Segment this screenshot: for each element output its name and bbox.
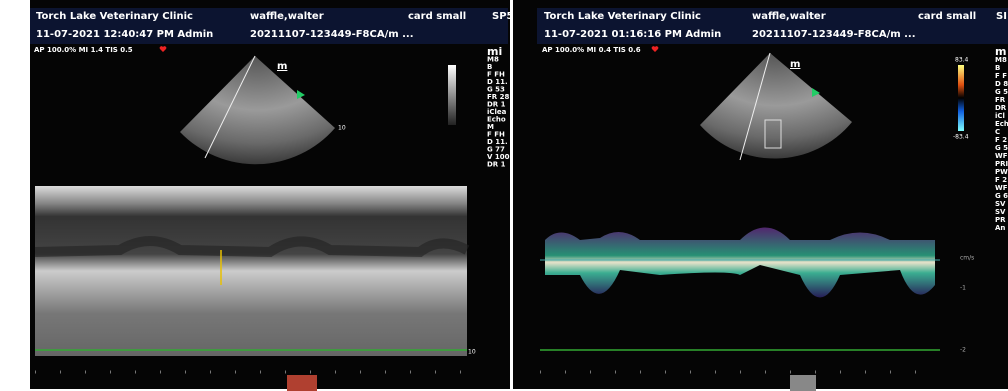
param: mi xyxy=(487,45,502,58)
cursor-line xyxy=(739,52,771,161)
probe: SI xyxy=(996,11,1007,22)
param: G 5 xyxy=(995,88,1008,96)
param: FR 28 xyxy=(487,93,509,101)
mmode-wall xyxy=(34,236,470,258)
gray-bar xyxy=(448,65,456,125)
param: PR xyxy=(995,216,1006,224)
param: Ech xyxy=(995,120,1008,128)
mmode-image xyxy=(35,186,467,356)
velocity-label: -2 xyxy=(960,347,966,354)
thumbnail xyxy=(287,375,317,391)
datetime: 11-07-2021 01:16:16 PM Admin xyxy=(544,29,721,40)
param: SV xyxy=(995,200,1006,208)
param: DR 1 xyxy=(487,161,506,169)
depth: 10 xyxy=(338,125,346,132)
param: D 8 xyxy=(995,80,1008,88)
param: G 77 xyxy=(487,146,505,154)
study-id: 20211107-123449-F8CA/m ... xyxy=(752,29,916,40)
param: D 11. xyxy=(487,78,508,86)
param: F 2 xyxy=(995,136,1007,144)
param: WF xyxy=(995,184,1008,192)
param: SV xyxy=(995,208,1006,216)
param: F FH xyxy=(487,71,505,79)
preset: card small xyxy=(918,11,976,22)
param: F FH xyxy=(487,131,505,139)
cursor-line xyxy=(204,55,256,159)
param: FR xyxy=(995,96,1006,104)
datetime: 11-07-2021 12:40:47 PM Admin xyxy=(36,29,213,40)
heart-icon xyxy=(159,46,167,52)
marker xyxy=(812,88,820,97)
probe-mark: m xyxy=(790,59,800,70)
param: G 53 xyxy=(487,86,505,94)
sample-box xyxy=(764,119,782,149)
header-bar xyxy=(537,8,1008,44)
heart-icon xyxy=(651,46,659,52)
acoustic-output: AP 100.0% MI 0.4 TIS 0.6 xyxy=(542,46,641,54)
sector-image xyxy=(180,56,335,165)
study-id: 20211107-123449-F8CA/m ... xyxy=(250,29,414,40)
param: Echo xyxy=(487,116,506,124)
param: M xyxy=(487,123,494,131)
param: V 100 xyxy=(487,153,510,161)
doppler-spectrum xyxy=(545,227,935,298)
marker xyxy=(297,90,305,99)
param: F 2 xyxy=(995,176,1007,184)
color-bar xyxy=(958,65,964,131)
preset: card small xyxy=(408,11,466,22)
depth: 10 xyxy=(468,349,476,356)
param: D 11. xyxy=(487,138,508,146)
clinic: Torch Lake Veterinary Clinic xyxy=(36,11,193,22)
probe: SP5 xyxy=(492,11,514,22)
param: G 5 xyxy=(995,144,1008,152)
param: PW xyxy=(995,168,1008,176)
acoustic-output: AP 100.0% MI 1.4 TIS 0.5 xyxy=(34,46,133,54)
patient: waffle,walter xyxy=(250,11,324,22)
param: C xyxy=(995,128,1000,136)
param: m xyxy=(995,45,1006,58)
color-min: -83.4 xyxy=(953,134,969,141)
clinic: Torch Lake Veterinary Clinic xyxy=(544,11,701,22)
param: M8 xyxy=(487,56,499,64)
param: B xyxy=(487,63,492,71)
param: DR xyxy=(995,104,1007,112)
sector-image xyxy=(700,53,852,159)
param: M8 xyxy=(995,56,1007,64)
patient: waffle,walter xyxy=(752,11,826,22)
param: An xyxy=(995,224,1005,232)
param: G 6 xyxy=(995,192,1008,200)
velocity-label: cm/s xyxy=(960,255,974,262)
param: WF xyxy=(995,152,1008,160)
param: B xyxy=(995,64,1000,72)
param: iClea xyxy=(487,108,507,116)
param: F F xyxy=(995,72,1007,80)
velocity-label: -1 xyxy=(960,285,966,292)
probe-mark: m xyxy=(277,61,287,72)
header-bar xyxy=(30,8,508,44)
param: iCl xyxy=(995,112,1005,120)
param: DR 1 xyxy=(487,101,506,109)
param: PRI xyxy=(995,160,1008,168)
color-max: 83.4 xyxy=(955,57,969,64)
thumbnail xyxy=(790,375,816,391)
